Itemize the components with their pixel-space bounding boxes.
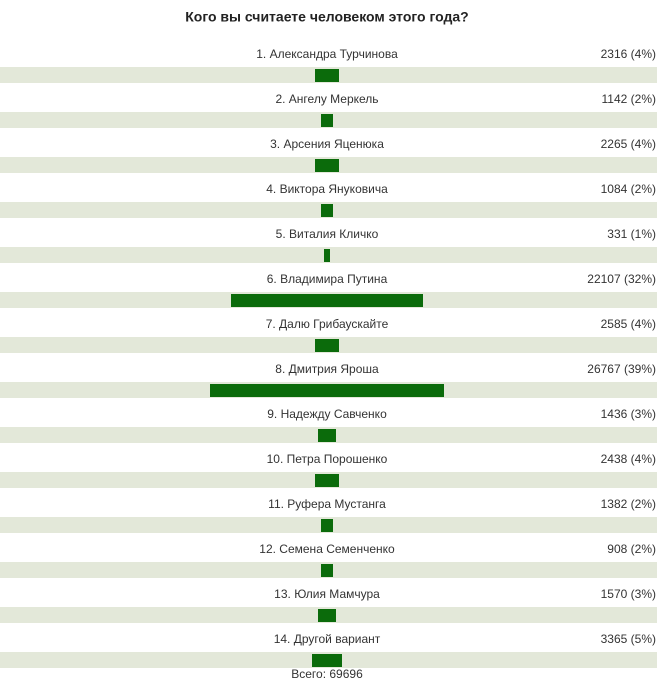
value-label: 2265 (4%) <box>601 137 656 151</box>
option-label: 11. Руфера Мустанга <box>268 497 386 511</box>
bar <box>321 204 333 217</box>
bar <box>315 339 339 352</box>
value-label: 22107 (32%) <box>587 272 656 286</box>
option-label: 8. Дмитрия Яроша <box>275 362 379 376</box>
option-label: 10. Петра Порошенко <box>267 452 388 466</box>
value-label: 908 (2%) <box>607 542 656 556</box>
bar <box>231 294 423 307</box>
option-label: 13. Юлия Мамчура <box>274 587 380 601</box>
bar <box>321 114 333 127</box>
value-label: 1570 (3%) <box>601 587 656 601</box>
value-label: 26767 (39%) <box>587 362 656 376</box>
chart-title: Кого вы считаете человеком этого года? <box>185 9 469 25</box>
value-label: 2585 (4%) <box>601 317 656 331</box>
option-label: 9. Надежду Савченко <box>267 407 387 421</box>
value-label: 3365 (5%) <box>601 632 656 646</box>
option-label: 2. Ангелу Меркель <box>275 92 378 106</box>
value-label: 2438 (4%) <box>601 452 656 466</box>
bar <box>315 69 339 82</box>
total: Всего: 69696 <box>291 667 363 681</box>
bar <box>324 249 330 262</box>
bar <box>321 564 333 577</box>
bar <box>315 474 339 487</box>
bar <box>210 384 444 397</box>
option-label: 3. Арсения Яценюка <box>270 137 384 151</box>
value-label: 1084 (2%) <box>601 182 656 196</box>
value-label: 1436 (3%) <box>601 407 656 421</box>
value-label: 331 (1%) <box>607 227 656 241</box>
bar <box>321 519 333 532</box>
value-label: 1142 (2%) <box>602 92 656 106</box>
option-label: 6. Владимира Путина <box>267 272 388 286</box>
option-label: 5. Виталия Кличко <box>276 227 379 241</box>
bar <box>315 159 339 172</box>
option-label: 1. Александра Турчинова <box>256 47 398 61</box>
option-label: 14. Другой вариант <box>274 632 381 646</box>
bar <box>312 654 342 667</box>
value-label: 1382 (2%) <box>601 497 656 511</box>
bar <box>318 609 336 622</box>
value-label: 2316 (4%) <box>601 47 656 61</box>
option-label: 7. Далю Грибаускайте <box>266 317 389 331</box>
bar <box>318 429 336 442</box>
option-label: 4. Виктора Януковича <box>266 182 388 196</box>
option-label: 12. Семена Семенченко <box>259 542 395 556</box>
